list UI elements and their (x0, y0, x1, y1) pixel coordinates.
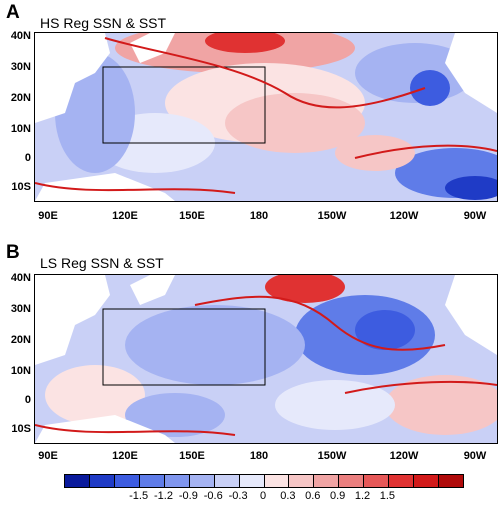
panel-a-lon-90w: 90W (463, 210, 487, 222)
panel-a-map (34, 32, 498, 202)
panel-b-lat-10s: 10S (11, 423, 31, 435)
colorbar-label: 0 (259, 490, 267, 502)
colorbar-cell (89, 475, 115, 487)
colorbar-cell (289, 475, 315, 487)
panel-a-lat-10s: 10S (11, 181, 31, 193)
colorbar-label: 0.9 (329, 490, 346, 502)
colorbar-cell (114, 475, 140, 487)
panel-b-map (34, 274, 498, 444)
colorbar-label: 1.5 (379, 490, 396, 502)
panel-a-lon-120e: 120E (112, 210, 138, 222)
colorbar-label: -0.3 (228, 490, 248, 502)
panel-a-lon-150w: 150W (317, 210, 347, 222)
panel-b-lat-10n: 10N (10, 365, 31, 377)
colorbar-label: -1.5 (129, 490, 149, 502)
colorbar-cell (264, 475, 290, 487)
colorbar-cell (389, 475, 415, 487)
panel-b-lon-150e: 150E (179, 450, 205, 462)
panel-a-lon-120w: 120W (389, 210, 419, 222)
colorbar-label: -1.2 (154, 490, 173, 502)
panel-b-title: LS Reg SSN & SST (37, 255, 167, 271)
panel-a-lat-0: 0 (24, 152, 31, 164)
panel-a-lat-30n: 30N (10, 61, 31, 73)
colorbar-cell (314, 475, 340, 487)
colorbar-cell (364, 475, 390, 487)
colorbar-label: 0.3 (280, 490, 296, 502)
colorbar-cell (339, 475, 365, 487)
panel-b-lon-90w: 90W (463, 450, 487, 462)
panel-b-lat-40n: 40N (10, 272, 31, 284)
colorbar-cell (189, 475, 215, 487)
panel-b-letter: B (6, 242, 20, 263)
panel-a-lat-20n: 20N (10, 92, 31, 104)
colorbar-label: 1.2 (354, 490, 371, 502)
colorbar-cell (439, 475, 463, 487)
panel-b-lon-120w: 120W (389, 450, 419, 462)
colorbar-cell (414, 475, 440, 487)
colorbar-cell (214, 475, 240, 487)
panel-b-lon-120e: 120E (112, 450, 138, 462)
colorbar-cell (239, 475, 265, 487)
panel-b-lon-150w: 150W (317, 450, 347, 462)
panel-a-letter: A (6, 2, 20, 23)
panel-a-lon-180: 180 (249, 210, 269, 222)
colorbar-cell (65, 475, 90, 487)
colorbar-label: -0.6 (203, 490, 223, 502)
panel-b-lat-30n: 30N (10, 303, 31, 315)
panel-a-lat-10n: 10N (10, 123, 31, 135)
colorbar (64, 474, 464, 488)
panel-b-lon-180: 180 (249, 450, 269, 462)
colorbar-label: -0.9 (178, 490, 198, 502)
panel-b-lat-0: 0 (24, 394, 31, 406)
panel-a-lon-150e: 150E (179, 210, 205, 222)
panel-b-lon-90e: 90E (38, 450, 58, 462)
panel-b-lat-20n: 20N (10, 334, 31, 346)
panel-a-title: HS Reg SSN & SST (37, 15, 170, 31)
colorbar-cell (164, 475, 190, 487)
colorbar-label: 0.6 (305, 490, 321, 502)
panel-a-lon-90e: 90E (38, 210, 58, 222)
colorbar-cell (139, 475, 165, 487)
panel-a-lat-40n: 40N (10, 30, 31, 42)
